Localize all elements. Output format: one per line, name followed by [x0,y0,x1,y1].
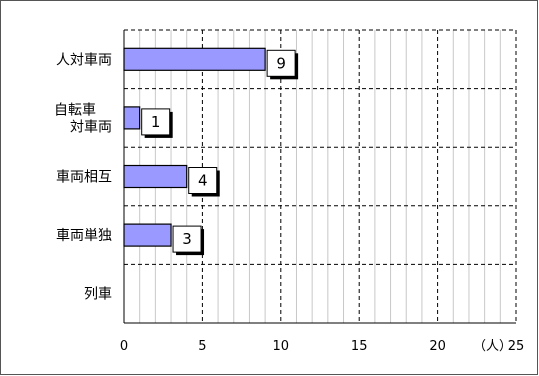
category-label: 人対車両 [56,51,112,68]
category-label: 車両相互 [56,169,112,186]
category-label: 車両単独 [56,227,112,244]
x-tick-label: 25 [508,339,525,354]
x-axis-unit: （人） [473,339,512,354]
x-tick-label: 0 [120,339,128,354]
bar [123,47,266,71]
bar [123,106,141,130]
x-tick-label: 5 [198,339,206,354]
chart-bars [123,47,266,247]
category-label: 自転車対車両 [54,101,112,135]
data-label-box [172,225,202,253]
bar [123,223,172,247]
data-label: 3 [182,230,192,248]
data-label: 9 [276,54,286,72]
data-label-box [188,167,218,194]
category-label: 列車 [84,286,112,303]
data-label-box [266,49,296,77]
x-tick-label: 10 [273,339,290,354]
data-label: 4 [198,172,208,190]
data-label: 1 [151,113,161,131]
data-label-box [141,108,171,136]
x-tick-label: 20 [429,339,446,354]
chart-data-labels: 9 1 4 3 [141,49,299,256]
bar [123,164,188,189]
chart-tick-labels: 0 5 10 15 20 25 [120,339,524,354]
x-tick-label: 15 [351,339,368,354]
